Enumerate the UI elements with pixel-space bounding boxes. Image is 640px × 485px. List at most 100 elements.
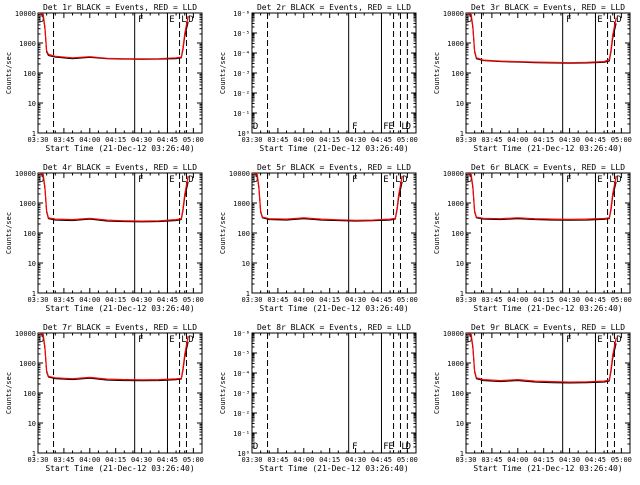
y-axis-title: Counts/sec [433, 52, 441, 94]
series-lld [38, 173, 189, 222]
y-tick-label: 10⁰ [237, 130, 250, 138]
x-tick-label: 03:45 [53, 456, 74, 464]
event-marker-label: E [388, 122, 393, 132]
event-marker-label: L [401, 442, 406, 452]
event-marker-label: L [395, 175, 400, 185]
x-tick-label: 03:30 [241, 136, 262, 144]
y-axis-title: Counts/sec [433, 372, 441, 414]
event-marker-label: F [566, 175, 571, 185]
series-lld [252, 173, 403, 221]
panel-title: Det 3r BLACK = Events, RED = LLD [471, 3, 625, 12]
plot-frame [251, 12, 417, 134]
event-marker-label: E [597, 175, 602, 185]
y-tick-label: 10⁻⁶ [233, 10, 250, 18]
y-tick-label: 1000 [19, 200, 36, 208]
event-marker-label: D [253, 175, 258, 185]
x-tick-label: 04:45 [371, 136, 392, 144]
series-events [252, 173, 403, 222]
event-marker-label: F [383, 122, 388, 132]
detector-panel-6: Det 6r BLACK = Events, RED = LLD 1 10 100 10… [433, 163, 632, 313]
y-tick-label: 100 [23, 390, 36, 398]
event-marker-label: F [566, 15, 571, 25]
y-tick-label: 1000 [19, 40, 36, 48]
panel-title: Det 5r BLACK = Events, RED = LLD [257, 163, 411, 172]
y-tick-label: 10 [456, 420, 464, 428]
y-tick-label: 1 [460, 450, 464, 458]
x-tick-label: 04:30 [345, 136, 366, 144]
event-marker-label: E [169, 335, 174, 345]
y-tick-label: 1 [460, 290, 464, 298]
x-tick-label: 04:15 [319, 136, 340, 144]
x-tick-label: 04:15 [319, 456, 340, 464]
x-tick-label: 04:00 [293, 136, 314, 144]
y-tick-label: 100 [451, 390, 464, 398]
y-tick-label: 10000 [15, 10, 36, 18]
event-marker-label: D [39, 15, 44, 25]
event-marker-label: L [609, 175, 614, 185]
detector-panel-1: Det 1r BLACK = Events, RED = LLD 1 10 100 10… [5, 3, 204, 153]
y-tick-label: 100 [451, 230, 464, 238]
x-tick-label: 03:45 [267, 456, 288, 464]
panel-title: Det 8r BLACK = Events, RED = LLD [257, 323, 411, 332]
x-tick-label: 04:45 [585, 136, 606, 144]
x-tick-label: 04:00 [293, 456, 314, 464]
x-tick-label: 04:15 [533, 296, 554, 304]
x-axis-title: Start Time (21-Dec-12 03:26:40) [473, 464, 622, 473]
x-tick-label: 03:30 [455, 296, 476, 304]
x-axis-title: Start Time (21-Dec-12 03:26:40) [259, 464, 408, 473]
plot-frame [37, 172, 203, 294]
event-marker-label: E [597, 335, 602, 345]
event-marker-label: F [566, 335, 571, 345]
plot-frame [37, 12, 203, 134]
event-marker-label: D [253, 122, 258, 132]
event-marker-label: D [39, 335, 44, 345]
series-lld [466, 13, 617, 64]
event-marker-label: D [616, 335, 621, 345]
event-marker-label: D [467, 335, 472, 345]
y-axis-title: Counts/sec [5, 52, 13, 94]
x-tick-label: 04:00 [507, 136, 528, 144]
y-tick-label: 10 [456, 100, 464, 108]
y-tick-label: 10000 [15, 330, 36, 338]
y-tick-label: 100 [237, 230, 250, 238]
series-events [466, 13, 617, 64]
x-tick-label: 04:15 [105, 296, 126, 304]
event-marker-label: L [181, 175, 186, 185]
event-marker-label: L [401, 122, 406, 132]
x-tick-label: 03:45 [481, 136, 502, 144]
detector-panel-5: Det 5r BLACK = Events, RED = LLD 1 10 100 10… [219, 163, 418, 313]
y-tick-label: 1 [32, 290, 36, 298]
y-tick-label: 10⁰ [237, 450, 250, 458]
event-marker-label: D [616, 175, 621, 185]
series-events [38, 173, 189, 223]
plot-frame [251, 332, 417, 454]
x-tick-label: 05:00 [611, 296, 632, 304]
event-marker-label: D [188, 15, 193, 25]
y-tick-label: 100 [23, 230, 36, 238]
x-tick-label: 04:45 [371, 456, 392, 464]
x-tick-label: 04:30 [131, 136, 152, 144]
x-tick-label: 03:30 [455, 456, 476, 464]
detector-panel-3: Det 3r BLACK = Events, RED = LLD 1 10 100 10… [433, 3, 632, 153]
y-tick-label: 10 [28, 260, 36, 268]
x-axis-title: Start Time (21-Dec-12 03:26:40) [259, 304, 408, 313]
y-axis-title: Counts/sec [433, 212, 441, 254]
x-tick-label: 04:00 [79, 456, 100, 464]
x-tick-label: 04:00 [507, 296, 528, 304]
x-tick-label: 03:45 [267, 136, 288, 144]
plot-frame [465, 172, 631, 294]
x-tick-label: 05:00 [611, 456, 632, 464]
event-marker-label: D [406, 442, 411, 452]
event-marker-label: D [39, 175, 44, 185]
y-tick-label: 10⁻¹ [233, 430, 250, 438]
x-tick-label: 03:30 [241, 456, 262, 464]
event-marker-label: F [352, 122, 357, 132]
x-tick-label: 04:15 [105, 136, 126, 144]
panel-title: Det 9r BLACK = Events, RED = LLD [471, 323, 625, 332]
y-axis-title: Counts/sec [5, 212, 13, 254]
event-marker-label: D [402, 175, 407, 185]
y-tick-label: 10⁻² [233, 90, 250, 98]
x-tick-label: 05:00 [397, 456, 418, 464]
x-tick-label: 05:00 [183, 136, 204, 144]
x-tick-label: 04:00 [79, 136, 100, 144]
